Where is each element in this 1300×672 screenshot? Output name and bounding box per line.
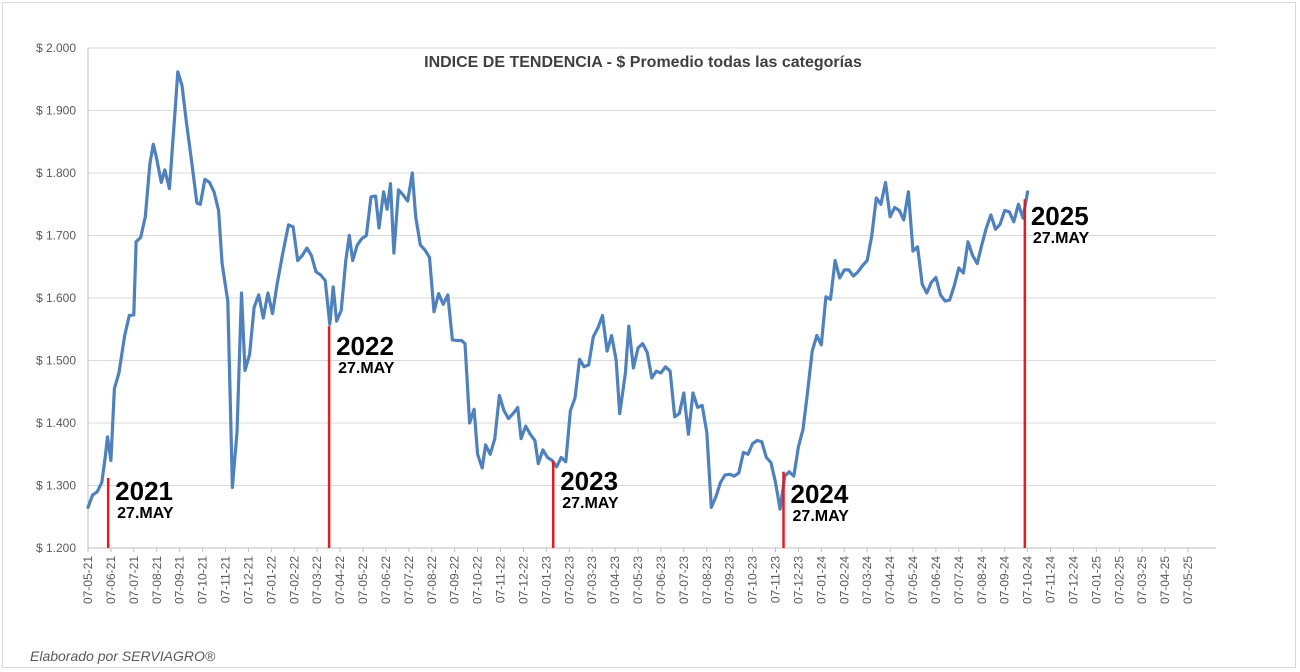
- x-tick-label: 07-12-24: [1066, 556, 1080, 604]
- x-tick-label: 07-06-22: [379, 556, 393, 604]
- x-tick-label: 07-10-21: [196, 556, 210, 604]
- x-tick-label: 07-10-23: [746, 556, 760, 604]
- marker-year-2024: 2024: [791, 479, 849, 509]
- marker-date-2024: 27.MAY: [793, 508, 850, 525]
- x-tick-label: 07-09-22: [448, 556, 462, 604]
- x-tick-label: 07-04-23: [608, 556, 622, 604]
- x-tick-label: 07-07-24: [952, 556, 966, 604]
- x-tick-label: 07-02-25: [1112, 556, 1126, 604]
- x-tick-label: 07-04-25: [1158, 556, 1172, 604]
- y-tick-label: $ 1.300: [36, 479, 76, 493]
- chart-title: INDICE DE TENDENCIA - $ Promedio todas l…: [424, 54, 862, 71]
- marker-date-2023: 27.MAY: [562, 495, 619, 512]
- x-tick-label: 07-05-25: [1181, 556, 1195, 604]
- x-tick-label: 07-09-24: [998, 556, 1012, 604]
- y-tick-label: $ 1.700: [36, 229, 76, 243]
- y-tick-label: $ 1.600: [36, 291, 76, 305]
- marker-year-2021: 2021: [115, 476, 173, 506]
- x-tick-label: 07-08-24: [975, 556, 989, 604]
- x-tick-label: 07-08-21: [150, 556, 164, 604]
- y-axis-ticks: $ 1.200 $ 1.300 $ 1.400 $ 1.500 $ 1.600 $ 1.7…: [36, 41, 76, 555]
- marker-date-2022: 27.MAY: [338, 360, 395, 377]
- marker-year-2022: 2022: [336, 331, 394, 361]
- credit-text: Elaborado por SERVIAGRO®: [30, 648, 216, 664]
- x-tick-label: 07-05-23: [631, 556, 645, 604]
- y-tick-label: $ 1.400: [36, 416, 76, 430]
- x-tick-label: 07-03-24: [860, 556, 874, 604]
- x-tick-label: 07-06-24: [929, 556, 943, 604]
- x-tick-label: 07-03-22: [310, 556, 324, 604]
- x-tick-label: 07-01-22: [264, 556, 278, 604]
- x-tick-label: 07-09-21: [173, 556, 187, 604]
- x-tick-label: 07-04-22: [333, 556, 347, 604]
- x-tick-label: 07-07-22: [402, 556, 416, 604]
- x-tick-label: 07-08-22: [425, 556, 439, 604]
- x-tick-label: 07-01-23: [539, 556, 553, 604]
- marker-date-2025: 27.MAY: [1033, 230, 1090, 247]
- x-tick-label: 07-10-22: [471, 556, 485, 604]
- x-tick-label: 07-07-21: [127, 556, 141, 604]
- x-tick-label: 07-12-22: [516, 556, 530, 604]
- x-axis-ticks: 07-05-21 07-06-21 07-07-21 07-08-21 07-09-21…: [81, 548, 1195, 604]
- x-tick-label: 07-10-24: [1021, 556, 1035, 604]
- y-tick-label: $ 2.000: [36, 41, 76, 55]
- x-tick-label: 07-03-23: [585, 556, 599, 604]
- series-line: [86, 70, 1030, 511]
- x-tick-label: 07-11-24: [1044, 556, 1058, 603]
- x-tick-label: 07-02-24: [837, 556, 851, 604]
- x-tick-label: 07-02-22: [287, 556, 301, 604]
- x-tick-label: 07-09-23: [723, 556, 737, 604]
- x-tick-label: 07-01-25: [1089, 556, 1103, 604]
- x-tick-label: 07-12-21: [241, 556, 255, 604]
- x-tick-label: 07-05-24: [906, 556, 920, 604]
- x-tick-label: 07-04-24: [883, 556, 897, 604]
- x-tick-label: 07-01-24: [814, 556, 828, 604]
- x-tick-label: 07-06-21: [104, 556, 118, 604]
- marker-date-2021: 27.MAY: [117, 505, 174, 522]
- x-tick-label: 07-05-22: [356, 556, 370, 604]
- y-tick-label: $ 1.500: [36, 354, 76, 368]
- x-tick-label: 07-06-23: [654, 556, 668, 604]
- y-tick-label: $ 1.800: [36, 166, 76, 180]
- y-tick-label: $ 1.200: [36, 541, 76, 555]
- x-tick-label: 07-05-21: [81, 556, 95, 604]
- x-tick-label: 07-12-23: [791, 556, 805, 604]
- marker-year-2023: 2023: [560, 466, 618, 496]
- x-tick-label: 07-02-23: [562, 556, 576, 604]
- marker-year-2025: 2025: [1031, 201, 1089, 231]
- y-tick-label: $ 1.900: [36, 104, 76, 118]
- x-tick-label: 07-11-21: [219, 556, 233, 603]
- x-tick-label: 07-03-25: [1135, 556, 1149, 604]
- x-tick-label: 07-11-22: [494, 556, 508, 603]
- x-tick-label: 07-07-23: [677, 556, 691, 604]
- x-tick-label: 07-08-23: [700, 556, 714, 604]
- x-tick-label: 07-11-23: [769, 556, 783, 603]
